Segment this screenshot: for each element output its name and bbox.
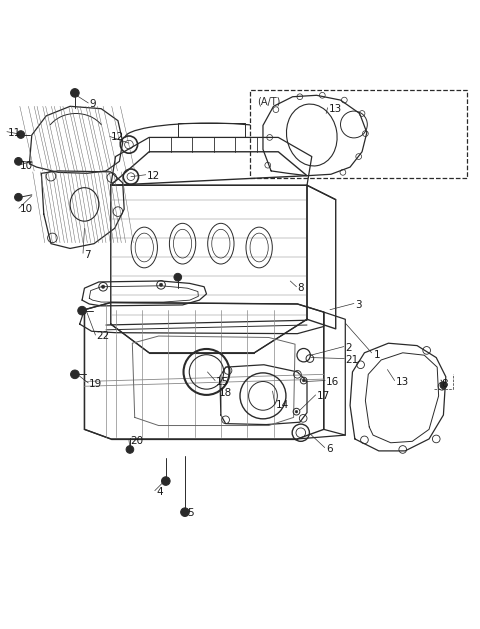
Circle shape	[295, 410, 298, 413]
Text: 15: 15	[216, 377, 229, 386]
Text: 3: 3	[355, 300, 361, 310]
Circle shape	[126, 445, 134, 454]
Text: 22: 22	[96, 331, 109, 341]
Circle shape	[78, 306, 86, 315]
Text: 1: 1	[374, 350, 381, 360]
Text: 4: 4	[156, 487, 163, 496]
Circle shape	[174, 274, 181, 281]
Circle shape	[14, 157, 22, 165]
Text: (A/T): (A/T)	[257, 96, 280, 106]
Text: 6: 6	[326, 443, 333, 454]
Text: 10: 10	[20, 161, 33, 171]
Circle shape	[101, 285, 105, 289]
Text: 12: 12	[111, 133, 124, 142]
Text: 12: 12	[147, 170, 160, 181]
Text: 2: 2	[345, 343, 352, 353]
Text: 18: 18	[218, 389, 232, 398]
Circle shape	[440, 382, 447, 389]
Circle shape	[17, 131, 24, 138]
Circle shape	[302, 379, 305, 382]
Text: 17: 17	[317, 391, 330, 401]
Circle shape	[161, 477, 170, 486]
Circle shape	[159, 283, 163, 287]
Text: 13: 13	[328, 104, 342, 114]
Text: 14: 14	[276, 401, 289, 411]
Text: 11: 11	[8, 128, 21, 138]
Text: 8: 8	[441, 379, 448, 389]
Text: 21: 21	[345, 355, 359, 365]
Circle shape	[14, 193, 22, 201]
Text: 20: 20	[130, 437, 143, 447]
Text: 8: 8	[298, 283, 304, 293]
Text: 19: 19	[89, 379, 103, 389]
Text: 16: 16	[326, 377, 339, 386]
Text: 7: 7	[84, 250, 91, 260]
Text: 9: 9	[89, 99, 96, 109]
Text: 13: 13	[396, 377, 409, 386]
Circle shape	[71, 370, 79, 379]
Text: 5: 5	[187, 508, 194, 518]
Bar	[250, 89, 468, 178]
Text: 10: 10	[20, 204, 33, 214]
Circle shape	[71, 89, 79, 97]
Circle shape	[180, 508, 189, 516]
